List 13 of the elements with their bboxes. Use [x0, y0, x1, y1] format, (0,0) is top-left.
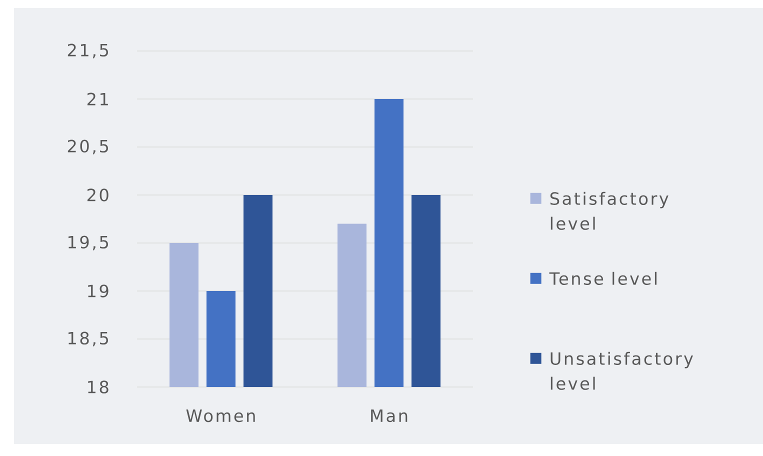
x-tick-label: Women [186, 410, 255, 422]
legend-label: Satisfactory level [550, 192, 668, 230]
legend-label: Unsatisfactory level [550, 352, 693, 390]
y-tick-label: 19,5 [68, 236, 108, 250]
x-tick-label: Man [371, 410, 408, 422]
y-tick-label: 20,5 [68, 140, 108, 154]
y-tick-label: 18 [88, 380, 108, 394]
y-tick-label: 18,5 [68, 332, 108, 346]
y-tick-label: 21 [87, 92, 108, 106]
y-tick-label: 21,5 [68, 44, 108, 58]
y-tick-label: 20 [87, 188, 108, 202]
legend-label: Tense level [549, 272, 656, 285]
y-tick-label: 19 [88, 284, 108, 298]
